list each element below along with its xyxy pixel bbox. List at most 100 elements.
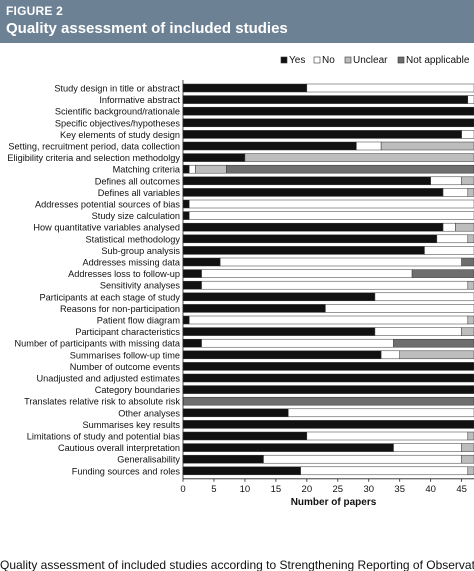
bar-segment-no — [263, 454, 462, 464]
bar-segment-yes — [182, 362, 474, 371]
bar-segment-no — [436, 234, 469, 244]
category-label: Key elements of study design — [60, 130, 180, 140]
bar-segment-yes — [182, 188, 444, 197]
category-label: Summarises key results — [82, 420, 180, 430]
bar-segment-not-applicable — [226, 164, 474, 174]
category-label: Participants at each stage of study — [40, 292, 181, 302]
bar-segment-yes — [182, 130, 462, 139]
category-label: Summarises follow-up time — [70, 350, 180, 360]
bar-segment-yes — [182, 234, 438, 244]
bar-segment-unclear — [461, 327, 474, 336]
category-label: Matching criteria — [113, 165, 181, 175]
category-label: Other analyses — [118, 408, 180, 418]
bar-segment-no — [288, 408, 474, 418]
x-tick-label: 20 — [302, 484, 313, 495]
bar-segment-yes — [182, 338, 202, 348]
x-tick-label: 10 — [240, 484, 251, 495]
category-label: Unadjusted and adjusted estimates — [36, 374, 180, 384]
bar-segment-no — [442, 188, 469, 197]
bar-segment-no — [374, 292, 474, 302]
x-tick-label: 45 — [456, 484, 467, 495]
bar-segment-yes — [182, 373, 474, 383]
bar-segment-yes — [182, 199, 190, 209]
bar-segment-no — [300, 466, 469, 476]
bar-segment-yes — [182, 466, 301, 476]
bar-segment-yes — [182, 153, 246, 162]
category-label: How quantitative variables analysed — [33, 223, 180, 233]
bar-segment-yes — [182, 269, 202, 278]
category-label: Study size calculation — [92, 211, 180, 221]
bar-segment-not-applicable — [461, 257, 474, 267]
bar-segment-no — [306, 431, 469, 441]
category-label: Study design in title or abstract — [54, 84, 180, 94]
legend-label: Yes — [289, 55, 305, 66]
category-label: Sensitivity analyses — [100, 281, 181, 291]
bar-segment-no — [461, 130, 474, 139]
x-tick-label: 35 — [394, 484, 405, 495]
bar-segment-yes — [182, 280, 202, 290]
bar-segment-no — [188, 199, 474, 209]
bar-segment-no — [306, 83, 474, 93]
legend-swatch — [344, 56, 352, 64]
bar-segment-unclear — [244, 153, 474, 162]
bar-segment-no — [201, 280, 469, 290]
figure-label: FIGURE 2 — [6, 4, 63, 18]
category-label: Limitations of study and potential bias — [27, 432, 181, 442]
bar-segment-yes — [182, 315, 190, 325]
bar-segment-unclear — [399, 350, 474, 360]
category-label: Participant characteristics — [75, 327, 180, 337]
bar-segment-yes — [182, 257, 221, 267]
category-label: Patient flow diagram — [97, 316, 181, 326]
category-label: Addresses missing data — [82, 258, 180, 268]
x-tick-label: 40 — [425, 484, 436, 495]
category-label: Defines all outcomes — [95, 176, 181, 186]
bar-segment-yes — [182, 350, 382, 360]
category-label: Cautious overall interpretation — [58, 443, 180, 453]
bar-segment-no — [188, 164, 196, 174]
bar-segment-no — [201, 338, 394, 348]
legend-label: No — [322, 55, 335, 66]
category-label: Sub-group analysis — [101, 246, 180, 256]
bar-segment-no — [442, 222, 456, 232]
bar-segment-no — [219, 257, 462, 267]
bar-segment-no — [424, 246, 474, 255]
bar-segment-yes — [182, 454, 264, 464]
bar-segment-yes — [182, 176, 431, 186]
legend-swatch — [397, 56, 405, 64]
stacked-bar-chart: Yes No Unclear Not applicable Study design i… — [7, 55, 474, 508]
category-label: Addresses loss to follow-up — [68, 269, 180, 279]
bar-segment-yes — [182, 246, 425, 255]
x-tick-label: 30 — [363, 484, 374, 495]
bar-segment-unclear — [467, 234, 474, 244]
category-label: Translates relative risk to absolute ris… — [24, 397, 180, 407]
figure-title: Quality assessment of included studies — [6, 20, 288, 37]
bar-segment-unclear — [467, 188, 474, 197]
bar-segment-no — [380, 350, 400, 360]
bar-segment-yes — [182, 83, 308, 93]
bar-segment-yes — [182, 292, 376, 302]
category-label: Category boundaries — [95, 385, 181, 395]
bar-segment-unclear — [467, 466, 474, 476]
bar-segment-no — [374, 327, 462, 336]
category-label: Number of participants with missing data — [15, 339, 181, 349]
category-label: Setting, recruitment period, data collec… — [8, 142, 180, 152]
bar-segment-yes — [182, 420, 474, 429]
bar-segment-no — [201, 269, 413, 278]
bar-segment-unclear — [380, 141, 474, 151]
category-label: Funding sources and roles — [72, 466, 181, 476]
bar-segment-yes — [182, 222, 444, 232]
bar-segment-yes — [182, 327, 376, 336]
x-tick-label: 0 — [180, 484, 185, 495]
bar-segment-yes — [182, 164, 190, 174]
bar-segment-unclear — [461, 454, 474, 464]
bar-segment-no — [467, 95, 474, 104]
bar-segment-yes — [182, 95, 469, 104]
bar-segment-no — [188, 315, 469, 325]
legend-swatch — [280, 56, 288, 64]
bar-segment-unclear — [467, 280, 474, 290]
figure-header: FIGURE 2 Quality assessment of included … — [0, 0, 474, 43]
bar-segment-unclear — [461, 443, 474, 452]
x-tick-label: 15 — [271, 484, 282, 495]
legend-swatch — [313, 56, 321, 64]
x-tick-label: 5 — [211, 484, 216, 495]
